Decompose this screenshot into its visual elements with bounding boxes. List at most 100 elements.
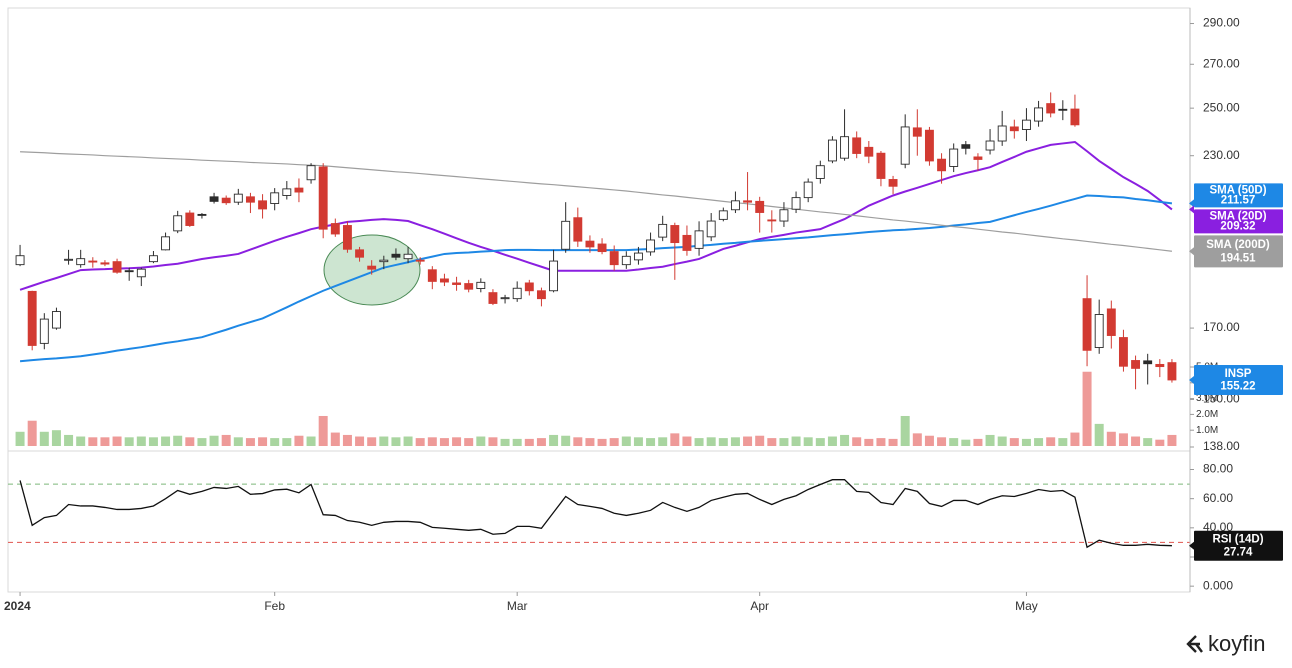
volume-bar [342, 434, 352, 446]
volume-bar [88, 437, 98, 446]
candle-body [233, 193, 243, 203]
volume-bar [561, 435, 571, 446]
volume-bar [840, 434, 850, 446]
x-tick-label: 2024 [4, 599, 31, 613]
volume-bar [997, 436, 1007, 446]
value-tag-pointer [1189, 375, 1194, 384]
volume-bar [100, 437, 110, 446]
value-tag-value: 155.22 [1220, 381, 1255, 393]
value-tag-pointer [1189, 199, 1194, 208]
candle-body [937, 158, 947, 172]
volume-bar [682, 436, 692, 446]
x-tick-label: May [1015, 599, 1038, 613]
volume-bar [1094, 423, 1104, 446]
volume-bar [888, 438, 898, 446]
volume-bar [1143, 438, 1153, 446]
candle-body [355, 249, 365, 258]
candle-body [1082, 298, 1092, 351]
candle-body [670, 225, 680, 244]
volume-bar [221, 434, 231, 446]
volume-bar [173, 435, 183, 446]
y-tick-label: 250.00 [1203, 100, 1240, 114]
volume-bar [1118, 433, 1128, 446]
candle-body [597, 243, 607, 253]
volume-bar [1021, 438, 1031, 446]
volume-bar [706, 437, 716, 446]
volume-bar [464, 438, 474, 446]
volume-bar [827, 436, 837, 446]
y-tick-label: 138.00 [1203, 439, 1240, 453]
candle-body [718, 210, 728, 220]
volume-bar [658, 437, 668, 446]
x-tick-label: Apr [750, 599, 769, 613]
candle-body [306, 165, 316, 181]
candle-body [173, 215, 183, 232]
volume-bar [1009, 438, 1019, 446]
candle-body [379, 259, 389, 263]
volume-bar [488, 437, 498, 446]
volume-bar [185, 437, 195, 446]
volume-bar [949, 438, 959, 446]
candle-body [403, 253, 413, 260]
volume-bar [1082, 371, 1092, 446]
candle-body [524, 282, 534, 292]
volume-bar [148, 437, 158, 446]
volume-bar [549, 434, 559, 446]
candle-body [342, 225, 352, 250]
volume-bar [51, 430, 61, 446]
value-tag-name: SMA (50D) [1209, 185, 1266, 197]
candle-body [791, 197, 801, 210]
candle-body [900, 126, 910, 165]
candle-body [840, 136, 850, 159]
volume-bar [39, 431, 49, 446]
candle-body [609, 251, 619, 266]
volume-bar [355, 436, 365, 446]
volume-bar [755, 435, 765, 446]
candle-body [27, 290, 37, 346]
candle-body [1106, 308, 1116, 336]
candle-body [633, 252, 643, 261]
volume-bar [1058, 438, 1068, 446]
candle-body [1155, 363, 1165, 368]
volume-bar [864, 438, 874, 446]
volume-bar [743, 436, 753, 446]
candle-body [185, 212, 195, 226]
volume-bar [718, 438, 728, 446]
volume-bar [197, 438, 207, 446]
candle-body [391, 253, 401, 258]
candle-body [15, 255, 25, 266]
y-tick-label: 170.00 [1203, 320, 1240, 334]
volume-bar [924, 435, 934, 446]
y-tick-label: 230.00 [1203, 148, 1240, 162]
volume-bar [937, 437, 947, 446]
value-tag: SMA (50D)211.57 [1189, 183, 1283, 208]
candle-body [706, 220, 716, 238]
candle-body [1070, 108, 1080, 126]
value-tag-value: 194.51 [1220, 252, 1256, 264]
value-tag-name: SMA (20D) [1209, 211, 1266, 223]
candle-body [245, 196, 255, 203]
candle-body [779, 209, 789, 222]
volume-bar [209, 435, 219, 446]
candle-body [439, 278, 449, 283]
volume-bar [609, 438, 619, 446]
volume-bar [876, 438, 886, 446]
volume-bar [136, 436, 146, 446]
candle-body [221, 197, 231, 204]
value-tag-box [1194, 235, 1283, 268]
candle-body [827, 139, 837, 162]
candle-body [985, 140, 995, 151]
x-tick-label: Feb [264, 599, 285, 613]
value-tag: SMA (200D)194.51 [1189, 235, 1283, 268]
volume-bar [476, 436, 486, 446]
value-tag-name: SMA (200D) [1206, 239, 1270, 251]
y-tick-label: 290.00 [1203, 16, 1240, 30]
candle-body [209, 196, 219, 202]
candle-body [573, 217, 583, 242]
candle-body [161, 236, 171, 251]
volume-bar [670, 433, 680, 446]
volume-bar [64, 434, 74, 446]
value-tag-name: INSP [1225, 368, 1252, 380]
plot-frame [7, 7, 1191, 593]
